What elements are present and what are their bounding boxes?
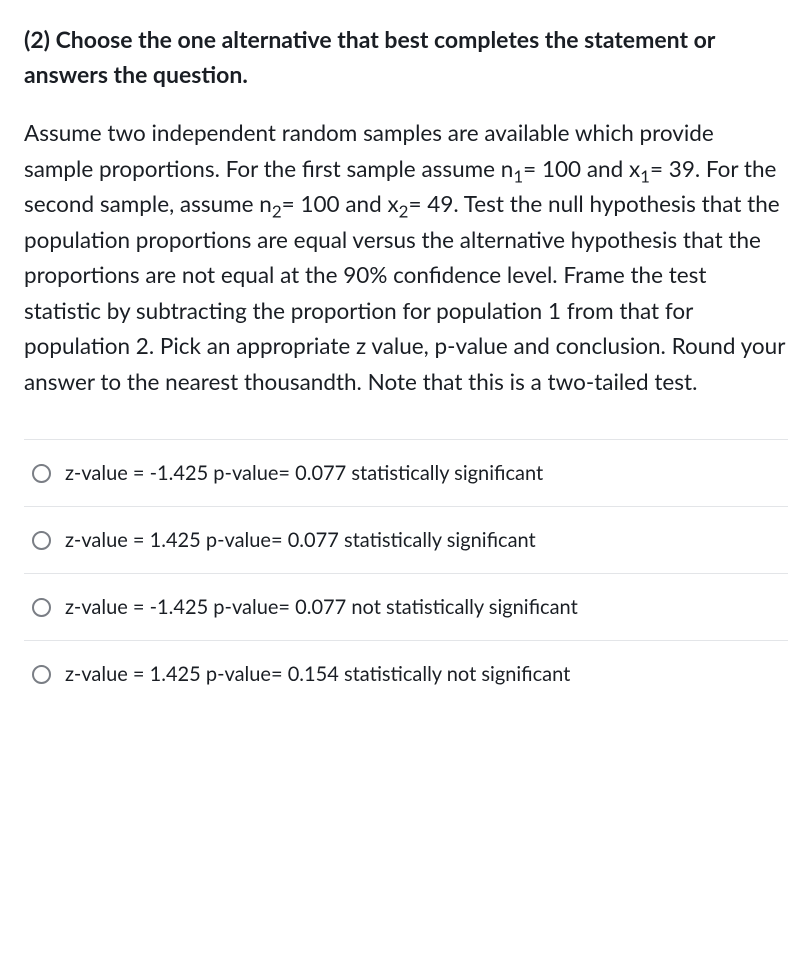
subscript: 2 — [272, 201, 282, 222]
option-row[interactable]: z-value = 1.425 p-value= 0.077 statistic… — [24, 506, 788, 573]
option-row[interactable]: z-value = 1.425 p-value= 0.154 statistic… — [24, 640, 788, 707]
option-label: z-value = 1.425 p-value= 0.077 statistic… — [65, 527, 536, 553]
question-heading-text: Choose the one alternative that best com… — [24, 25, 715, 88]
radio-icon — [32, 531, 51, 550]
body-segment: = 100 and x — [523, 155, 640, 182]
radio-icon — [32, 464, 51, 483]
question-body: Assume two independent random samples ar… — [24, 115, 788, 399]
radio-icon — [32, 665, 51, 684]
option-row[interactable]: z-value = -1.425 p-value= 0.077 not stat… — [24, 573, 788, 640]
body-segment: = 100 and x — [282, 190, 399, 217]
subscript: 1 — [513, 165, 523, 186]
subscript: 2 — [399, 201, 409, 222]
option-label: z-value = 1.425 p-value= 0.154 statistic… — [65, 661, 570, 687]
option-label: z-value = -1.425 p-value= 0.077 statisti… — [65, 460, 543, 486]
question-number: (2) — [24, 25, 50, 53]
option-row[interactable]: z-value = -1.425 p-value= 0.077 statisti… — [24, 439, 788, 506]
subscript: 1 — [640, 165, 650, 186]
radio-icon — [32, 598, 51, 617]
question-heading: (2) Choose the one alternative that best… — [24, 22, 788, 91]
option-label: z-value = -1.425 p-value= 0.077 not stat… — [65, 594, 578, 620]
options-list: z-value = -1.425 p-value= 0.077 statisti… — [24, 439, 788, 707]
